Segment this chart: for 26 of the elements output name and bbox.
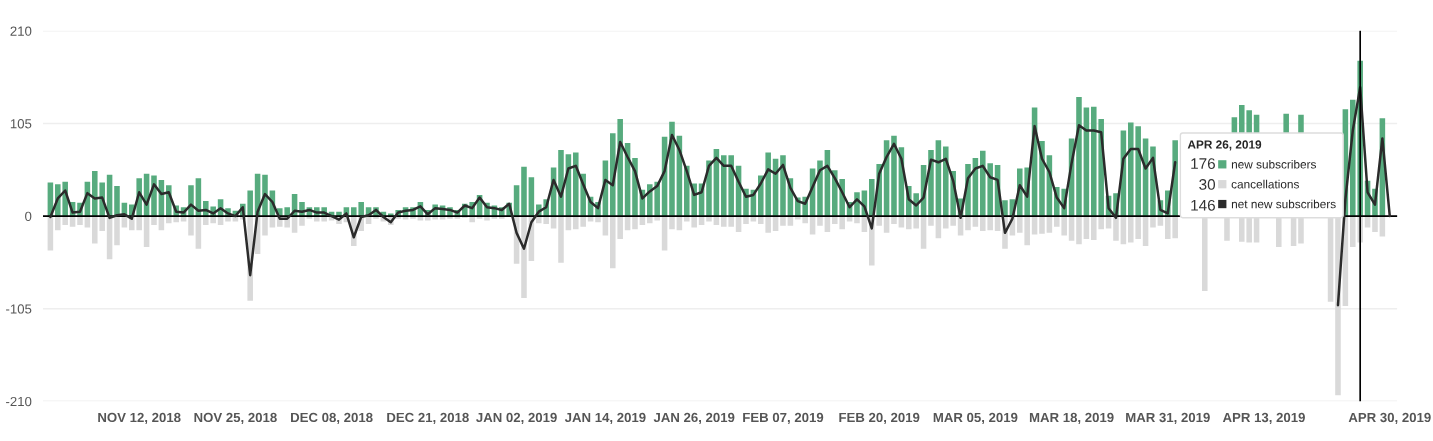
x-tick-label: JAN 02, 2019 xyxy=(476,412,557,425)
x-tick-label: JAN 14, 2019 xyxy=(564,412,646,425)
legend-label: net new subscribers xyxy=(1231,199,1336,209)
legend-label: new subscribers xyxy=(1231,159,1316,169)
x-tick-label: APR 13, 2019 xyxy=(1222,412,1305,425)
x-tick-label: MAR 05, 2019 xyxy=(933,412,1018,425)
x-tick-label: FEB 07, 2019 xyxy=(743,412,824,425)
annotation: 176 xyxy=(1191,158,1215,170)
annotation: 146 xyxy=(1191,199,1215,211)
x-tick-label: DEC 21, 2018 xyxy=(387,412,469,425)
x-tick-label: NOV 12, 2018 xyxy=(98,412,181,425)
x-tick-label: MAR 18, 2019 xyxy=(1029,412,1114,425)
y-tick-label: -210 xyxy=(6,396,32,407)
y-tick-label: 105 xyxy=(10,119,32,129)
y-tick-label: 210 xyxy=(10,26,32,36)
x-tick-label: NOV 25, 2018 xyxy=(194,412,277,425)
x-tick-label: JAN 26, 2019 xyxy=(653,412,735,425)
x-tick-label: DEC 08, 2018 xyxy=(291,412,373,425)
x-tick-label: APR 30, 2019 xyxy=(1348,412,1431,425)
x-tick-label: MAR 31, 2019 xyxy=(1126,412,1210,425)
y-tick-label: -105 xyxy=(6,304,32,314)
legend-title: APR 26, 2019 xyxy=(1187,140,1262,151)
x-tick-label: FEB 20, 2019 xyxy=(839,412,920,425)
legend-label: cancellations xyxy=(1231,179,1299,189)
y-tick-label: 0 xyxy=(25,211,32,221)
annotation: 30 xyxy=(1199,179,1216,190)
